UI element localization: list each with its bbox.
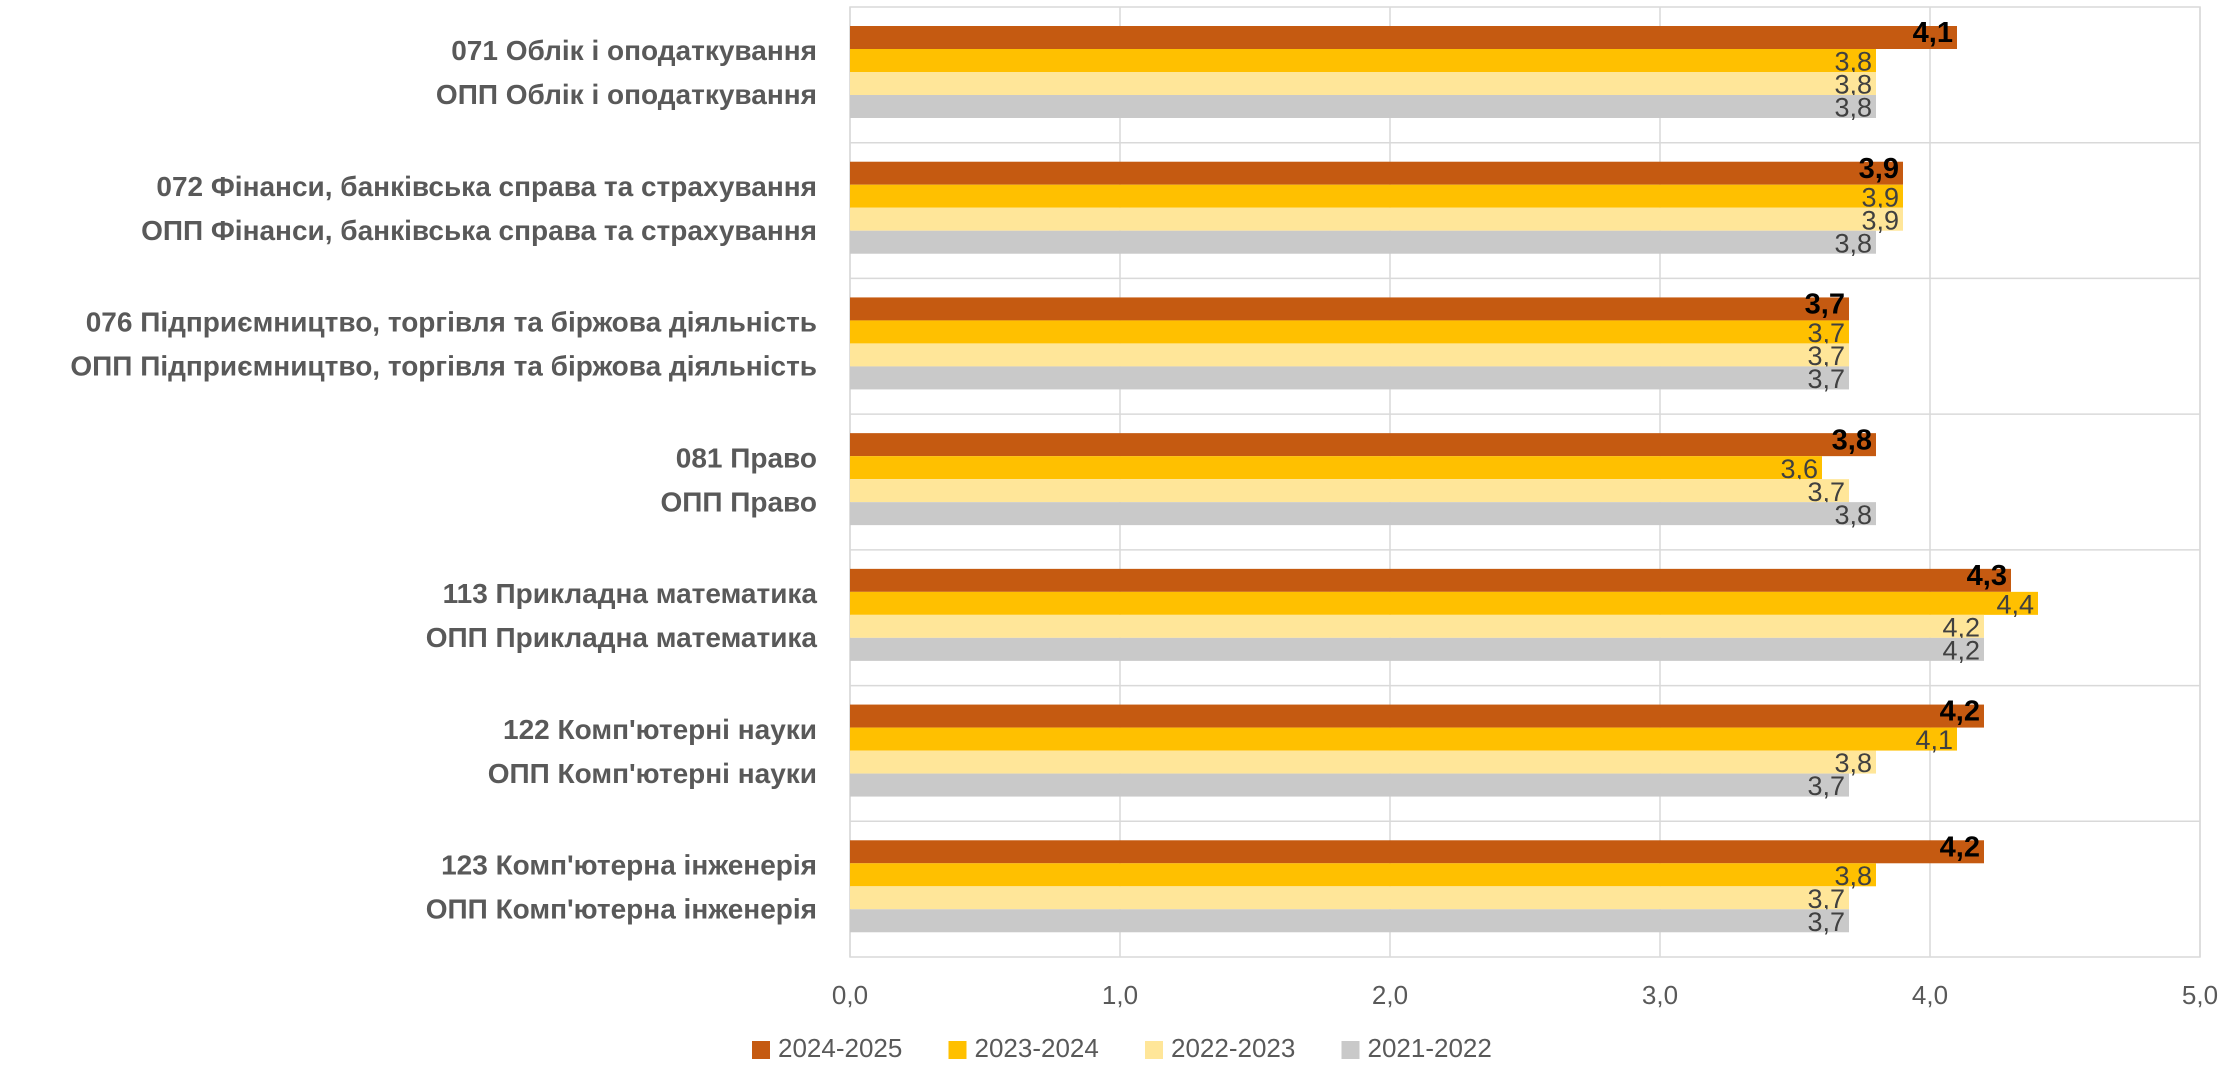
bar (850, 479, 1849, 503)
data-label: 3,9 (1861, 205, 1899, 235)
bar (850, 366, 1849, 390)
bar (850, 863, 1876, 887)
data-label: 4,3 (1967, 560, 2007, 592)
bar (850, 184, 1903, 208)
bar (850, 750, 1876, 774)
x-tick-label: 0,0 (832, 980, 868, 1010)
y-tick-label: 122 Комп'ютерні науки (503, 714, 817, 745)
bar (850, 26, 1957, 49)
legend-swatch (1145, 1041, 1163, 1059)
y-tick-label: 076 Підприємництво, торгівля та біржова … (86, 307, 817, 338)
x-tick-label: 4,0 (1912, 980, 1948, 1010)
y-tick-label: 113 Прикладна математика (443, 578, 818, 609)
bar (850, 456, 1822, 480)
data-label: 3,8 (1832, 424, 1872, 456)
legend-swatch (948, 1041, 967, 1059)
bar (850, 343, 1849, 367)
legend-swatch (752, 1041, 770, 1059)
y-tick-label: 072 Фінанси, банківська справа та страху… (156, 171, 817, 202)
legend-swatch (1341, 1041, 1360, 1059)
y-tick-label: ОПП Підприємництво, торгівля та біржова … (70, 351, 817, 382)
data-label: 4,2 (1942, 635, 1980, 665)
bar (850, 704, 1984, 728)
data-label: 3,8 (1834, 500, 1872, 530)
bar (850, 161, 1903, 185)
y-tick-label: ОПП Облік і оподаткування (436, 79, 817, 110)
data-label: 4,2 (1940, 696, 1980, 728)
y-tick-label: ОПП Комп'ютерні науки (488, 758, 817, 789)
y-tick-label: ОПП Комп'ютерна інженерія (426, 894, 817, 925)
bar (850, 95, 1876, 118)
y-tick-label: ОПП Прикладна математика (426, 622, 818, 653)
bar (850, 614, 1984, 638)
x-tick-label: 1,0 (1102, 980, 1138, 1010)
data-label: 3,8 (1834, 93, 1872, 123)
legend-label: 2022-2023 (1171, 1033, 1295, 1063)
data-label: 3,8 (1834, 70, 1872, 100)
bar (850, 727, 1957, 751)
bar (850, 72, 1876, 95)
x-tick-label: 3,0 (1642, 980, 1678, 1010)
y-tick-label: 071 Облік і оподаткування (451, 35, 817, 66)
data-label: 3,7 (1807, 771, 1845, 801)
data-label: 3,7 (1807, 907, 1845, 937)
bar (850, 591, 2038, 615)
data-label: 3,8 (1834, 47, 1872, 77)
bar (850, 502, 1876, 526)
y-tick-label: ОПП Фінанси, банківська справа та страху… (141, 215, 817, 246)
legend-label: 2024-2025 (778, 1033, 902, 1063)
legend-label: 2023-2024 (975, 1033, 1099, 1063)
data-label: 3,7 (1805, 289, 1845, 321)
bar (850, 49, 1876, 72)
data-label: 4,1 (1915, 725, 1953, 755)
data-label: 3,9 (1859, 153, 1899, 185)
y-tick-label: 081 Право (676, 442, 817, 473)
data-label: 3,7 (1807, 884, 1845, 914)
legend-label: 2021-2022 (1368, 1033, 1492, 1063)
bar (850, 230, 1876, 254)
bar (850, 773, 1849, 797)
data-label: 4,4 (1996, 589, 2034, 619)
data-label: 4,1 (1913, 17, 1953, 49)
y-tick-label: 123 Комп'ютерна інженерія (441, 850, 817, 881)
bar (850, 909, 1849, 933)
bar (850, 320, 1849, 344)
data-label: 4,2 (1940, 831, 1980, 863)
data-label: 3,8 (1834, 748, 1872, 778)
data-label: 3,7 (1807, 341, 1845, 371)
data-label: 3,8 (1834, 861, 1872, 891)
bar (850, 886, 1849, 910)
data-label: 3,7 (1807, 364, 1845, 394)
data-label: 4,2 (1942, 612, 1980, 642)
bar (850, 637, 1984, 661)
x-tick-label: 5,0 (2182, 980, 2218, 1010)
data-label: 3,9 (1861, 182, 1899, 212)
x-tick-label: 2,0 (1372, 980, 1408, 1010)
data-label: 3,6 (1780, 454, 1818, 484)
bar (850, 207, 1903, 231)
bar (850, 297, 1849, 321)
data-label: 3,7 (1807, 318, 1845, 348)
bar (850, 568, 2011, 592)
bar (850, 840, 1984, 864)
data-label: 3,8 (1834, 228, 1872, 258)
bar (850, 433, 1876, 457)
data-label: 3,7 (1807, 477, 1845, 507)
y-tick-label: ОПП Право (660, 486, 817, 517)
